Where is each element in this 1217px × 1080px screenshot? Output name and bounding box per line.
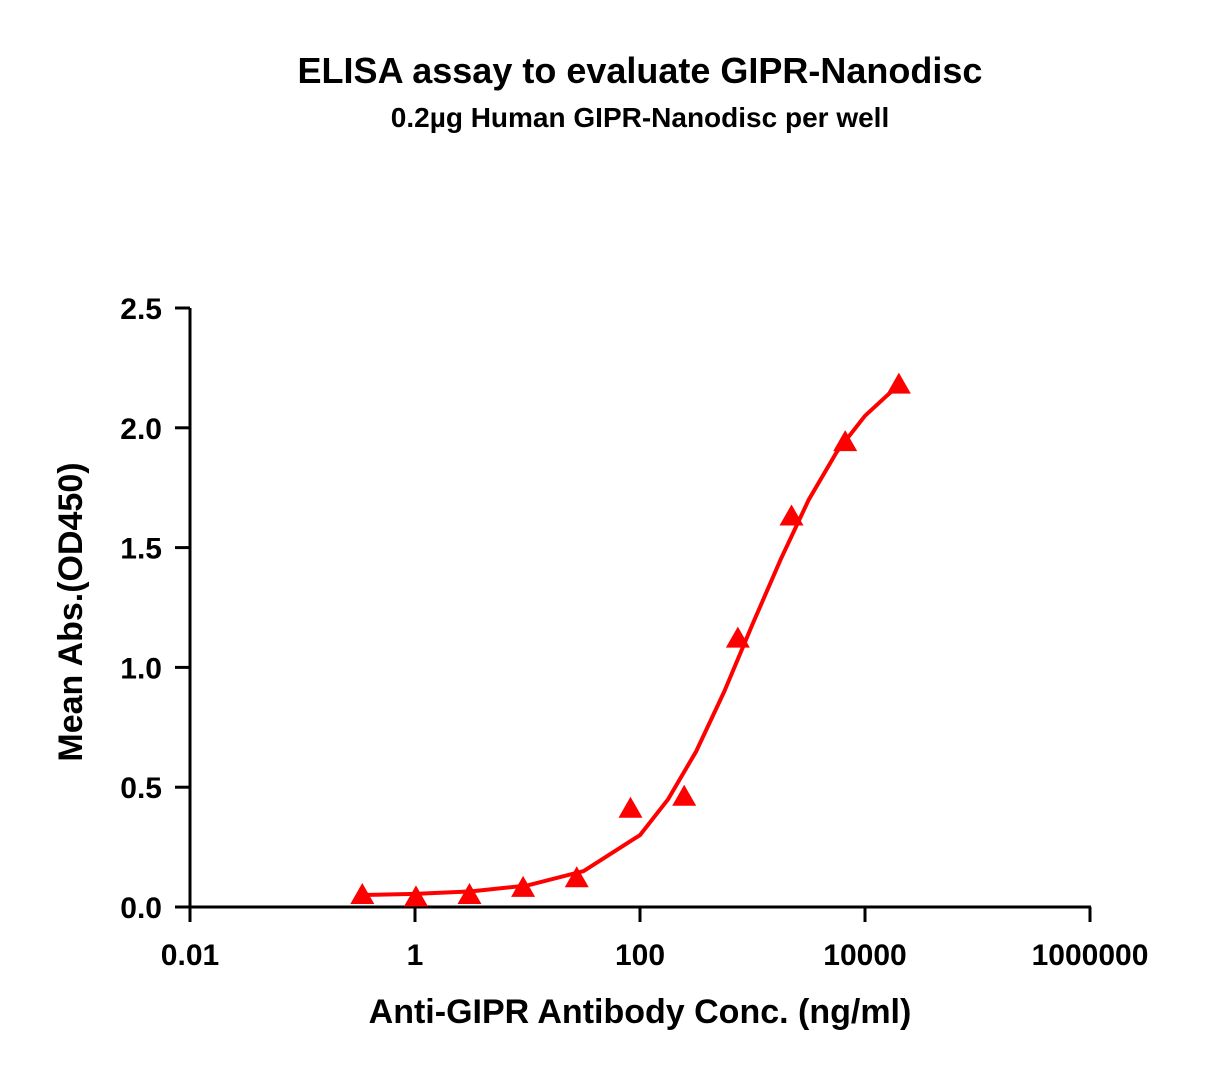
x-tick-label: 0.01 xyxy=(161,939,219,972)
chart-title: ELISA assay to evaluate GIPR-Nanodisc xyxy=(298,50,983,91)
y-tick-label: 2.5 xyxy=(120,293,162,326)
y-tick-label: 0.0 xyxy=(120,892,162,925)
data-point xyxy=(403,885,428,907)
data-point xyxy=(457,883,482,905)
data-point xyxy=(672,784,697,806)
x-tick-label: 1 xyxy=(407,939,424,972)
y-axis-title: Mean Abs.(OD450) xyxy=(52,462,90,761)
x-tick-label: 100 xyxy=(615,939,665,972)
x-tick-label: 1000000 xyxy=(1032,939,1149,972)
y-tick-label: 1.0 xyxy=(120,652,162,685)
x-tick-label: 10000 xyxy=(823,939,906,972)
chart-subtitle: 0.2µg Human GIPR-Nanodisc per well xyxy=(391,102,889,133)
data-point xyxy=(618,796,643,818)
fit-curve xyxy=(362,383,901,898)
y-tick-label: 1.5 xyxy=(120,533,162,566)
y-tick-label: 0.5 xyxy=(120,772,162,805)
y-tick-label: 2.0 xyxy=(120,413,162,446)
x-axis-title: Anti-GIPR Antibody Conc. (ng/ml) xyxy=(369,993,912,1031)
data-point xyxy=(564,866,589,888)
